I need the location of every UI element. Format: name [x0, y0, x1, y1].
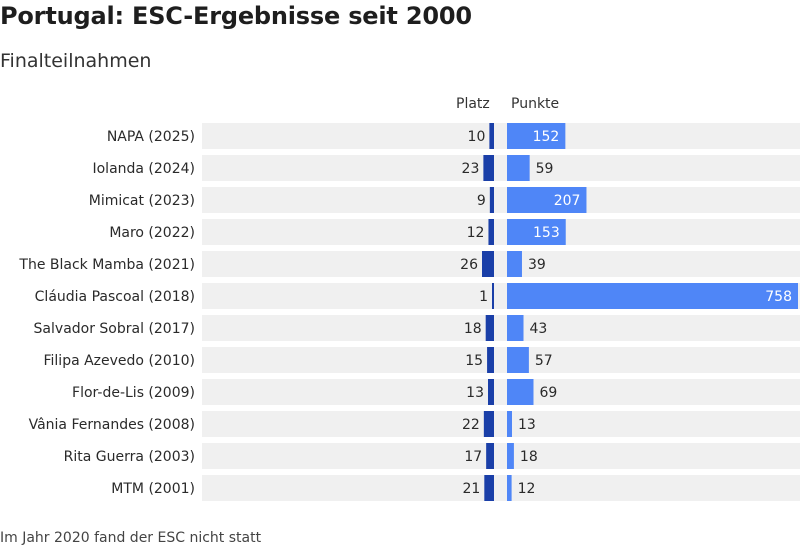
category-label: Maro (2022) — [109, 225, 195, 241]
place-value-label: 23 — [462, 161, 480, 177]
category-label: Filipa Azevedo (2010) — [43, 353, 195, 369]
points-value-label: 207 — [554, 193, 581, 209]
category-label: The Black Mamba (2021) — [18, 257, 195, 273]
row-background — [202, 379, 800, 405]
row-background — [202, 123, 800, 149]
row-background — [202, 475, 800, 501]
row-background — [202, 411, 800, 437]
points-bar — [507, 187, 587, 213]
points-bar — [507, 475, 512, 501]
place-value-label: 21 — [462, 481, 480, 497]
points-value-label: 57 — [535, 353, 553, 369]
place-bar — [486, 443, 494, 469]
place-value-label: 13 — [466, 385, 484, 401]
category-label: Mimicat (2023) — [89, 193, 195, 209]
place-value-label: 10 — [468, 129, 486, 145]
place-bar — [482, 251, 494, 277]
points-value-label: 152 — [533, 129, 560, 145]
points-bar — [507, 443, 514, 469]
row-background — [202, 315, 800, 341]
place-bar — [489, 123, 494, 149]
points-value-label: 13 — [518, 417, 536, 433]
footnote: Im Jahr 2020 fand der ESC nicht statt — [0, 530, 262, 546]
row-background — [202, 187, 800, 213]
category-label: Salvador Sobral (2017) — [34, 321, 195, 337]
place-value-label: 1 — [479, 289, 488, 305]
points-value-label: 69 — [539, 385, 557, 401]
points-value-label: 758 — [765, 289, 792, 305]
points-bar — [507, 379, 534, 405]
place-value-label: 22 — [462, 417, 480, 433]
row-background — [202, 155, 800, 181]
row-background — [202, 251, 800, 277]
place-bar — [488, 219, 494, 245]
place-bar — [488, 379, 494, 405]
place-column-header: Platz — [456, 96, 490, 112]
category-label: Cláudia Pascoal (2018) — [35, 289, 195, 305]
category-label: Rita Guerra (2003) — [64, 449, 195, 465]
row-background — [202, 443, 800, 469]
points-value-label: 59 — [536, 161, 554, 177]
category-label: MTM (2001) — [111, 481, 195, 497]
place-bar — [492, 283, 494, 309]
chart-title: Portugal: ESC-Ergebnisse seit 2000 — [0, 2, 472, 30]
category-label: Flor-de-Lis (2009) — [72, 385, 195, 401]
points-value-label: 18 — [520, 449, 538, 465]
points-bar — [507, 283, 798, 309]
points-bar — [507, 347, 529, 373]
points-bar — [507, 315, 524, 341]
category-label: NAPA (2025) — [107, 129, 195, 145]
points-value-label: 12 — [518, 481, 536, 497]
points-bar — [507, 155, 530, 181]
place-value-label: 12 — [467, 225, 485, 241]
place-value-label: 26 — [460, 257, 478, 273]
chart-subtitle: Finalteilnahmen — [0, 50, 152, 72]
place-value-label: 18 — [464, 321, 482, 337]
place-value-label: 15 — [465, 353, 483, 369]
points-value-label: 153 — [533, 225, 560, 241]
points-bar — [507, 123, 566, 149]
place-bar — [489, 187, 494, 213]
points-bar — [507, 411, 512, 437]
place-bar — [483, 411, 494, 437]
place-bar — [484, 475, 494, 501]
points-column-header: Punkte — [511, 96, 560, 112]
place-bar — [483, 155, 494, 181]
points-bar — [507, 251, 522, 277]
place-bar — [487, 347, 494, 373]
row-background — [202, 347, 800, 373]
place-value-label: 9 — [477, 193, 486, 209]
place-bar — [485, 315, 494, 341]
row-background — [202, 219, 800, 245]
points-bar — [507, 219, 566, 245]
place-value-label: 17 — [464, 449, 482, 465]
points-value-label: 43 — [530, 321, 548, 337]
category-label: Vânia Fernandes (2008) — [29, 417, 195, 433]
points-value-label: 39 — [528, 257, 546, 273]
category-label: Iolanda (2024) — [92, 161, 195, 177]
